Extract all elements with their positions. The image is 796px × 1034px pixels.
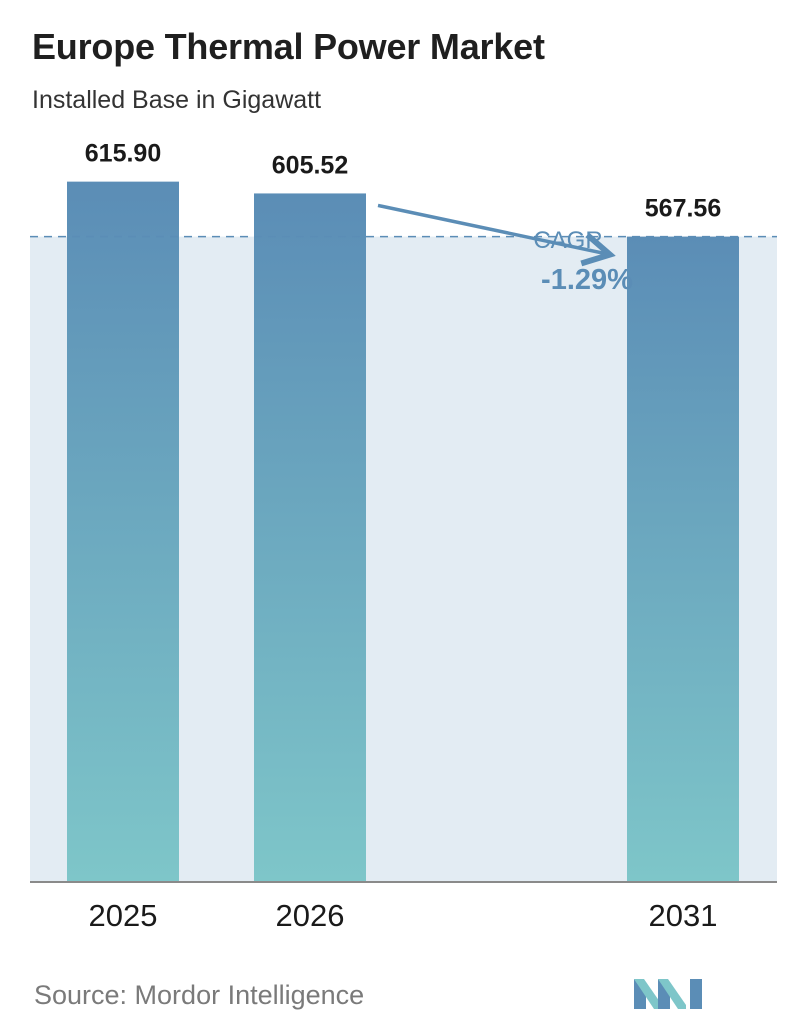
- label-group: 615.90 605.52 567.56: [85, 140, 721, 223]
- mordor-intelligence-logo-icon: [634, 979, 702, 1009]
- value-label-2025: 615.90: [85, 140, 161, 168]
- value-label-2026: 605.52: [272, 151, 348, 179]
- chart-title: Europe Thermal Power Market: [32, 26, 545, 67]
- x-tick-label-2025: 2025: [89, 898, 158, 933]
- bar-group: [67, 181, 739, 882]
- bar-2031: [627, 236, 739, 882]
- value-label-2031: 567.56: [645, 195, 721, 223]
- bar-2026: [254, 193, 366, 882]
- x-tick-label-2026: 2026: [276, 898, 345, 933]
- cagr-value: -1.29%: [541, 264, 633, 296]
- x-tick-label-2031: 2031: [649, 898, 718, 933]
- tick-group: 2025 2026 2031: [89, 898, 718, 933]
- chart-subtitle: Installed Base in Gigawatt: [32, 86, 322, 114]
- bar-2025: [67, 181, 179, 882]
- cagr-arrow: [377, 203, 610, 254]
- source-note: Source: Mordor Intelligence: [34, 980, 365, 1010]
- cagr-label: CAGR: [533, 227, 602, 254]
